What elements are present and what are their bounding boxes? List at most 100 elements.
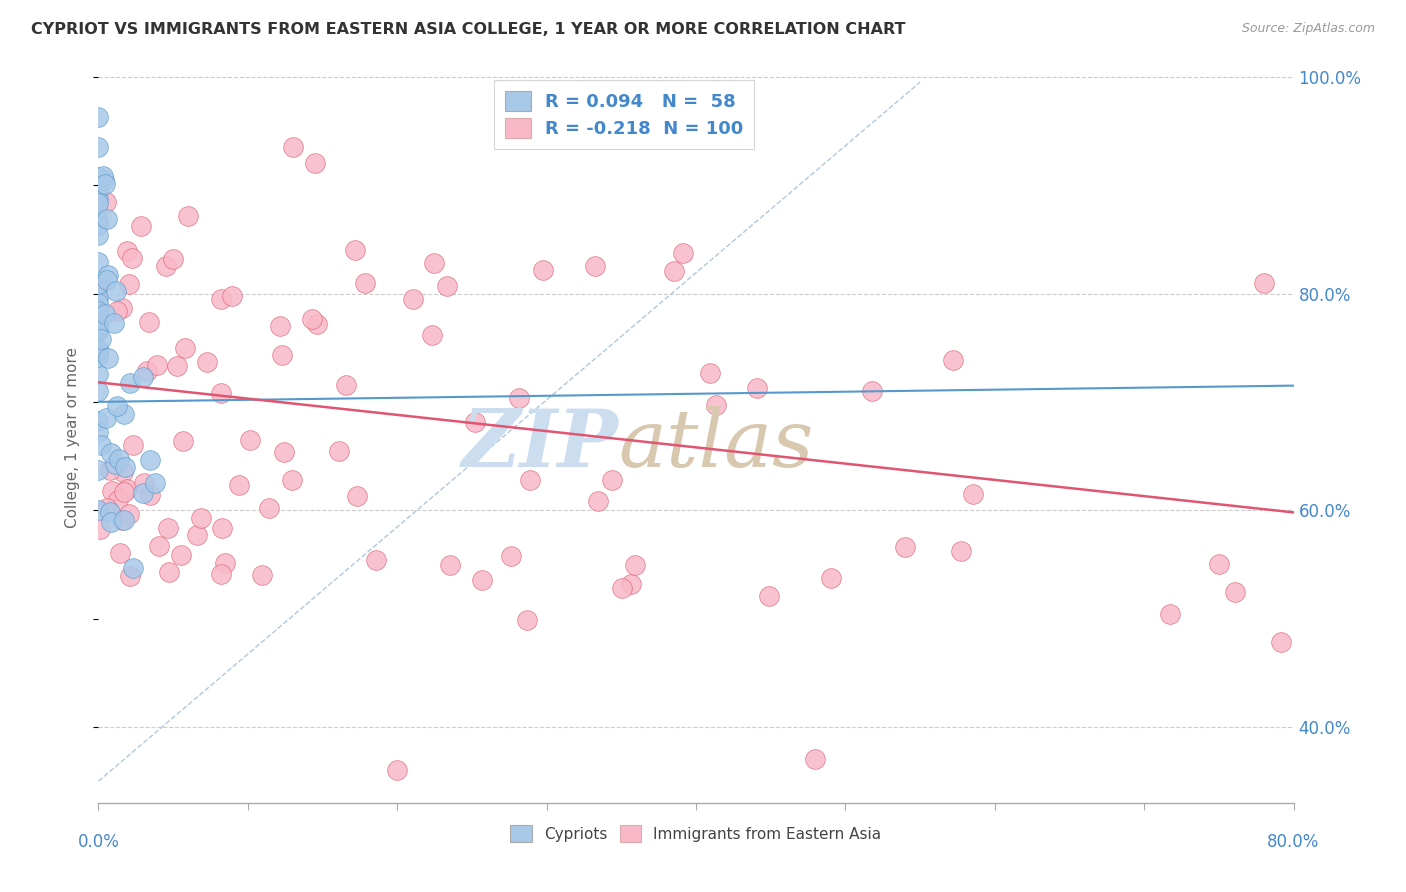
Text: CYPRIOT VS IMMIGRANTS FROM EASTERN ASIA COLLEGE, 1 YEAR OR MORE CORRELATION CHAR: CYPRIOT VS IMMIGRANTS FROM EASTERN ASIA …	[31, 22, 905, 37]
Point	[105, 303, 128, 318]
Point	[699, 366, 721, 380]
Point	[89, 522, 111, 536]
Point	[962, 486, 984, 500]
Point	[112, 465, 135, 479]
Point	[118, 277, 141, 292]
Point	[146, 358, 169, 372]
Point	[499, 549, 522, 563]
Point	[87, 191, 110, 205]
Point	[97, 351, 120, 365]
Point	[87, 343, 110, 357]
Point	[156, 521, 179, 535]
Point	[519, 473, 541, 487]
Point	[118, 376, 141, 391]
Point	[747, 381, 769, 395]
Point	[90, 438, 112, 452]
Point	[209, 567, 232, 582]
Point	[87, 195, 110, 210]
Point	[87, 228, 110, 243]
Point	[177, 209, 200, 223]
Point	[100, 515, 122, 529]
Point	[87, 307, 110, 321]
Point	[1159, 607, 1181, 622]
Point	[131, 370, 153, 384]
Point	[250, 567, 273, 582]
Point	[209, 292, 232, 306]
Point	[87, 140, 110, 154]
Point	[301, 312, 323, 326]
Point	[96, 212, 118, 227]
Point	[87, 111, 110, 125]
Point	[96, 273, 118, 287]
Point	[87, 350, 110, 364]
Point	[439, 558, 461, 572]
Point	[820, 571, 842, 585]
Point	[110, 513, 132, 527]
Point	[108, 452, 131, 467]
Point	[108, 546, 131, 560]
Point	[531, 262, 554, 277]
Point	[620, 576, 643, 591]
Point	[87, 277, 110, 291]
Point	[111, 301, 134, 315]
Point	[471, 574, 494, 588]
Point	[214, 557, 236, 571]
Point	[87, 414, 110, 428]
Point	[174, 341, 197, 355]
Point	[354, 276, 377, 290]
Point	[949, 544, 972, 558]
Point	[87, 425, 110, 439]
Text: atlas: atlas	[619, 406, 814, 483]
Point	[87, 384, 110, 398]
Point	[624, 558, 647, 573]
Point	[138, 315, 160, 329]
Point	[228, 478, 250, 492]
Point	[758, 589, 780, 603]
Point	[93, 173, 115, 187]
Point	[385, 764, 409, 778]
Point	[704, 398, 727, 412]
Point	[136, 364, 159, 378]
Point	[610, 581, 633, 595]
Point	[186, 528, 208, 542]
Point	[118, 507, 141, 521]
Point	[94, 177, 117, 191]
Point	[1270, 635, 1292, 649]
Point	[166, 359, 188, 373]
Point	[103, 316, 125, 330]
Point	[270, 348, 292, 362]
Point	[117, 244, 139, 258]
Point	[89, 278, 111, 293]
Point	[105, 284, 128, 298]
Point	[87, 502, 110, 516]
Text: ZIP: ZIP	[461, 406, 619, 483]
Point	[422, 328, 444, 343]
Point	[87, 213, 110, 227]
Point	[90, 332, 112, 346]
Point	[112, 407, 135, 421]
Point	[98, 462, 121, 476]
Point	[87, 320, 110, 334]
Point	[112, 513, 135, 527]
Point	[172, 434, 194, 448]
Point	[304, 156, 326, 170]
Point	[87, 367, 110, 381]
Point	[157, 565, 180, 579]
Point	[1253, 276, 1275, 290]
Point	[87, 255, 110, 269]
Point	[138, 488, 160, 502]
Legend: Cypriots, Immigrants from Eastern Asia: Cypriots, Immigrants from Eastern Asia	[505, 819, 887, 847]
Point	[259, 500, 281, 515]
Point	[221, 289, 243, 303]
Point	[122, 561, 145, 575]
Point	[120, 568, 142, 582]
Point	[1225, 585, 1247, 599]
Point	[195, 355, 218, 369]
Point	[162, 252, 184, 266]
Point	[87, 323, 110, 337]
Point	[94, 195, 117, 210]
Point	[132, 476, 155, 491]
Point	[121, 438, 143, 452]
Point	[436, 279, 458, 293]
Point	[672, 246, 695, 260]
